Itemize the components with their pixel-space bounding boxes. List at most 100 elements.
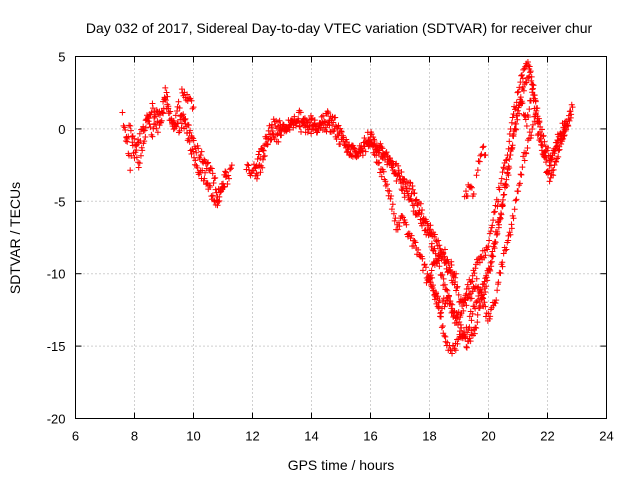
data-point (463, 302, 470, 309)
x-axis-label: GPS time / hours (288, 457, 395, 473)
data-point (517, 171, 524, 178)
data-point (526, 66, 533, 73)
data-point (494, 203, 501, 210)
data-point (517, 94, 524, 101)
data-point (176, 127, 183, 134)
plot-frame (75, 56, 607, 419)
data-point (433, 238, 440, 245)
data-point (475, 283, 482, 290)
data-point (526, 129, 533, 136)
data-point (210, 180, 217, 187)
data-point (269, 128, 276, 135)
data-point (151, 108, 158, 115)
data-point (531, 118, 538, 125)
data-point (504, 166, 511, 173)
data-point (495, 218, 502, 225)
data-point (422, 264, 429, 271)
data-point (154, 129, 161, 136)
data-point (226, 166, 233, 173)
data-point (378, 173, 385, 180)
data-point (427, 222, 434, 229)
data-point (461, 332, 468, 339)
data-point (219, 184, 226, 191)
data-point (434, 257, 441, 264)
data-point (493, 231, 500, 238)
data-point (500, 165, 507, 172)
data-point (178, 120, 185, 127)
data-point (186, 138, 193, 145)
data-point (335, 132, 342, 139)
data-point (162, 97, 169, 104)
data-point (553, 143, 560, 150)
data-point (244, 161, 251, 168)
data-point (195, 145, 202, 152)
data-point (194, 164, 201, 171)
data-point (454, 283, 461, 290)
data-point (500, 192, 507, 199)
data-point (499, 201, 506, 208)
data-point (174, 107, 181, 114)
data-point (439, 322, 446, 329)
data-point (431, 245, 438, 252)
data-point (484, 269, 491, 276)
data-point (503, 246, 510, 253)
data-point (549, 154, 556, 161)
data-point (274, 131, 281, 138)
data-point (417, 200, 424, 207)
data-point (452, 274, 459, 281)
data-point (129, 139, 136, 146)
data-point (325, 119, 332, 126)
data-point (146, 115, 153, 122)
data-point (304, 129, 311, 136)
data-point (218, 188, 225, 195)
data-point (448, 305, 455, 312)
data-point (297, 109, 304, 116)
data-point (560, 135, 567, 142)
data-point (507, 126, 514, 133)
data-point (137, 152, 144, 159)
data-point (528, 73, 535, 80)
data-point (276, 117, 283, 124)
data-point (295, 117, 302, 124)
data-point (453, 287, 460, 294)
data-point (452, 315, 459, 322)
y-tick-label: -20 (47, 412, 66, 427)
data-point (528, 132, 535, 139)
data-point (523, 79, 530, 86)
data-point (514, 89, 521, 96)
data-point (181, 116, 188, 123)
data-point (137, 138, 144, 145)
data-point (553, 158, 560, 165)
data-point (560, 124, 567, 131)
data-point (191, 154, 198, 161)
data-point (545, 144, 552, 151)
data-point (515, 88, 522, 95)
data-point (512, 197, 519, 204)
data-point (436, 252, 443, 259)
data-point (254, 172, 261, 179)
data-point (519, 75, 526, 82)
data-point (444, 287, 451, 294)
data-point (338, 128, 345, 135)
data-point (402, 181, 409, 188)
data-point (436, 263, 443, 270)
data-point (180, 111, 187, 118)
data-point (359, 152, 366, 159)
data-point (190, 148, 197, 155)
data-point (485, 310, 492, 317)
data-point (551, 162, 558, 169)
x-tick-label: 8 (131, 429, 138, 444)
data-point (535, 130, 542, 137)
data-point (435, 293, 442, 300)
data-point (533, 107, 540, 114)
data-point (455, 291, 462, 298)
data-point (176, 104, 183, 111)
data-point (207, 184, 214, 191)
data-point (525, 74, 532, 81)
data-point (509, 114, 516, 121)
data-point (414, 202, 421, 209)
data-point (308, 130, 315, 137)
data-point (376, 149, 383, 156)
data-point (184, 130, 191, 137)
